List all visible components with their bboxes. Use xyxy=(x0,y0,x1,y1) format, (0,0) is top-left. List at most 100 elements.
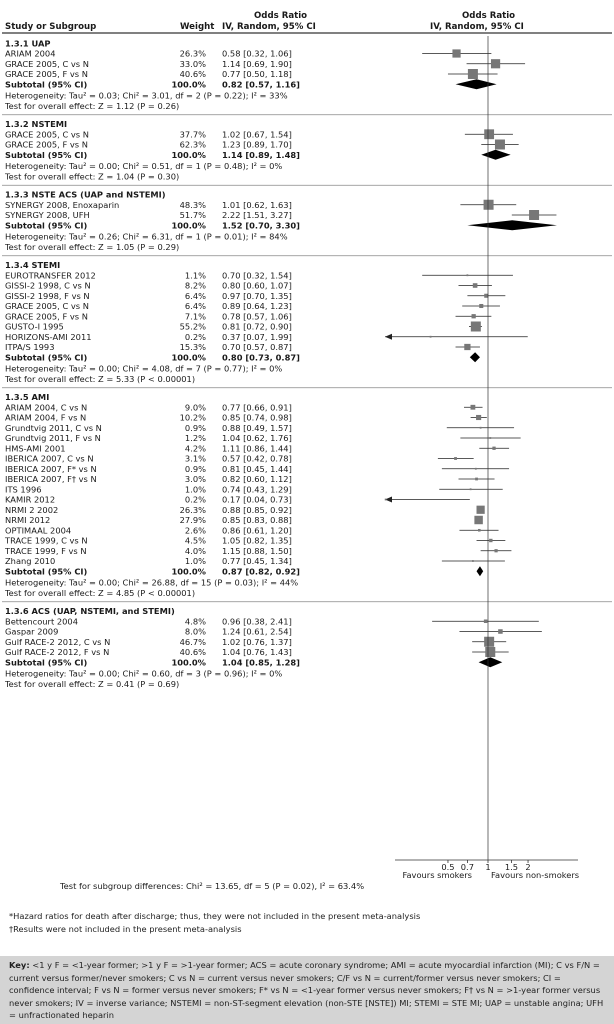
study-name: HMS-AMI 2001 xyxy=(5,443,66,453)
study-marker xyxy=(472,283,478,288)
study-weight: 6.4% xyxy=(185,291,206,301)
subtotal-label: Subtotal (95% CI) xyxy=(5,220,88,230)
study-or: 0.57 [0.42, 0.78] xyxy=(222,454,292,464)
study-marker xyxy=(384,498,387,501)
subtotal-weight: 100.0% xyxy=(171,220,206,230)
study-name: Gulf RACE-2 2012, C vs N xyxy=(5,637,110,647)
overall-effect: Test for overall effect: Z = 4.85 (P < 0… xyxy=(4,588,195,598)
ci-arrow-left xyxy=(385,496,392,503)
study-weight: 1.2% xyxy=(185,433,206,443)
heterogeneity: Heterogeneity: Tau² = 0.00; Chi² = 4.08,… xyxy=(5,364,282,374)
study-or: 1.14 [0.69, 1.90] xyxy=(222,59,292,69)
heterogeneity: Heterogeneity: Tau² = 0.26; Chi² = 6.31,… xyxy=(5,232,288,242)
favours-right-label: Favours non-smokers xyxy=(491,870,579,880)
study-name: Gaspar 2009 xyxy=(5,627,58,637)
study-marker xyxy=(498,629,503,634)
heterogeneity: Heterogeneity: Tau² = 0.00; Chi² = 0.60,… xyxy=(5,669,282,679)
study-weight: 0.9% xyxy=(185,464,206,474)
study-name: ARIAM 2004, F vs N xyxy=(5,413,86,423)
study-name: Grundtvig 2011, C vs N xyxy=(5,423,102,433)
subgroup-title: 1.3.3 NSTE ACS (UAP and NSTEMI) xyxy=(5,190,166,200)
subgroup-title: 1.3.1 UAP xyxy=(5,38,51,48)
study-or: 0.88 [0.85, 0.92] xyxy=(222,505,292,515)
study-weight: 9.0% xyxy=(185,402,206,412)
overall-effect: Test for overall effect: Z = 1.12 (P = 0… xyxy=(4,101,179,111)
axis-tick-label: 1.5 xyxy=(505,862,518,872)
subtotal-diamond xyxy=(455,79,497,90)
footnote-results: †Results were not included in the presen… xyxy=(9,923,242,934)
study-weight: 46.7% xyxy=(180,637,206,647)
footnotes: *Hazard ratios for death after discharge… xyxy=(0,910,614,956)
study-weight: 1.0% xyxy=(185,556,206,566)
study-or: 0.97 [0.70, 1.35] xyxy=(222,291,292,301)
axis-tick-label: 2 xyxy=(525,862,530,872)
study-weight: 3.1% xyxy=(185,454,206,464)
study-marker xyxy=(479,426,482,429)
subtotal-diamond xyxy=(481,149,511,160)
study-name: GRACE 2005, C vs N xyxy=(5,59,89,69)
study-marker xyxy=(483,199,494,210)
overall-effect: Test for overall effect: Z = 1.05 (P = 0… xyxy=(4,242,179,252)
study-marker xyxy=(489,538,493,543)
subtotal-diamond xyxy=(476,566,484,577)
subtotal-or: 1.04 [0.85, 1.28] xyxy=(222,657,300,667)
favours-left-label: Favours smokers xyxy=(402,870,472,880)
subtotal-weight: 100.0% xyxy=(171,657,206,667)
study-marker xyxy=(472,560,474,562)
study-name: TRACE 1999, C vs N xyxy=(4,536,88,546)
subtotal-label: Subtotal (95% CI) xyxy=(5,566,88,576)
study-or: 0.88 [0.49, 1.57] xyxy=(222,423,292,433)
subtotal-label: Subtotal (95% CI) xyxy=(5,79,88,89)
subtotal-weight: 100.0% xyxy=(171,352,206,362)
study-marker xyxy=(494,549,498,553)
study-or: 0.89 [0.64, 1.23] xyxy=(222,301,292,311)
study-weight: 48.3% xyxy=(180,200,206,210)
study-or: 0.85 [0.83, 0.88] xyxy=(222,515,292,525)
subgroup-title: 1.3.6 ACS (UAP, NSTEMI, and STEMI) xyxy=(5,606,175,616)
subtotal-or: 0.82 [0.57, 1.16] xyxy=(222,79,300,89)
study-or: 1.04 [0.76, 1.43] xyxy=(222,647,292,657)
study-or: 2.22 [1.51, 3.27] xyxy=(222,210,292,220)
subtotal-diamond xyxy=(469,352,480,363)
subtotal-diamond xyxy=(467,220,557,231)
study-or: 0.70 [0.57, 0.87] xyxy=(222,342,292,352)
subtotal-label: Subtotal (95% CI) xyxy=(5,352,88,362)
study-marker xyxy=(429,335,432,338)
study-weight: 2.6% xyxy=(185,525,206,535)
overall-effect: Test for overall effect: Z = 0.41 (P = 0… xyxy=(4,679,179,689)
study-marker xyxy=(471,314,476,319)
study-marker xyxy=(483,619,488,624)
study-weight: 0.2% xyxy=(185,332,206,342)
study-weight: 4.8% xyxy=(185,616,206,626)
study-or: 0.58 [0.32, 1.06] xyxy=(222,49,292,59)
study-marker xyxy=(469,488,472,491)
study-or: 0.85 [0.74, 0.98] xyxy=(222,413,292,423)
study-name: GISSI-2 1998, C vs N xyxy=(5,281,91,291)
study-marker xyxy=(494,139,505,150)
study-marker xyxy=(484,636,495,647)
axis-tick-label: 0.5 xyxy=(441,862,454,872)
study-name: GRACE 2005, F vs N xyxy=(5,140,88,150)
study-marker xyxy=(474,467,477,470)
study-weight: 40.6% xyxy=(180,647,206,657)
study-or: 0.96 [0.38, 2.41] xyxy=(222,616,292,626)
study-or: 1.01 [0.62, 1.63] xyxy=(222,200,292,210)
study-or: 1.02 [0.67, 1.54] xyxy=(222,129,292,139)
study-weight: 10.2% xyxy=(180,413,206,423)
study-name: HORIZONS-AMI 2011 xyxy=(5,332,92,342)
study-weight: 62.3% xyxy=(180,140,206,150)
study-name: SYNERGY 2008, Enoxaparin xyxy=(5,200,119,210)
study-or: 0.81 [0.45, 1.44] xyxy=(222,464,292,474)
study-weight: 27.9% xyxy=(180,515,206,525)
study-marker xyxy=(475,477,478,481)
overall-effect: Test for overall effect: Z = 1.04 (P = 0… xyxy=(4,171,179,181)
study-or: 1.05 [0.82, 1.35] xyxy=(222,536,292,546)
study-or: 0.37 [0.07, 1.99] xyxy=(222,332,292,342)
study-name: IBERICA 2007, C vs N xyxy=(5,454,94,464)
study-or: 0.78 [0.57, 1.06] xyxy=(222,311,292,321)
study-name: OPTIMAAL 2004 xyxy=(5,525,71,535)
study-or: 0.74 [0.43, 1.29] xyxy=(222,484,292,494)
study-marker xyxy=(485,647,496,657)
study-marker xyxy=(466,274,469,277)
